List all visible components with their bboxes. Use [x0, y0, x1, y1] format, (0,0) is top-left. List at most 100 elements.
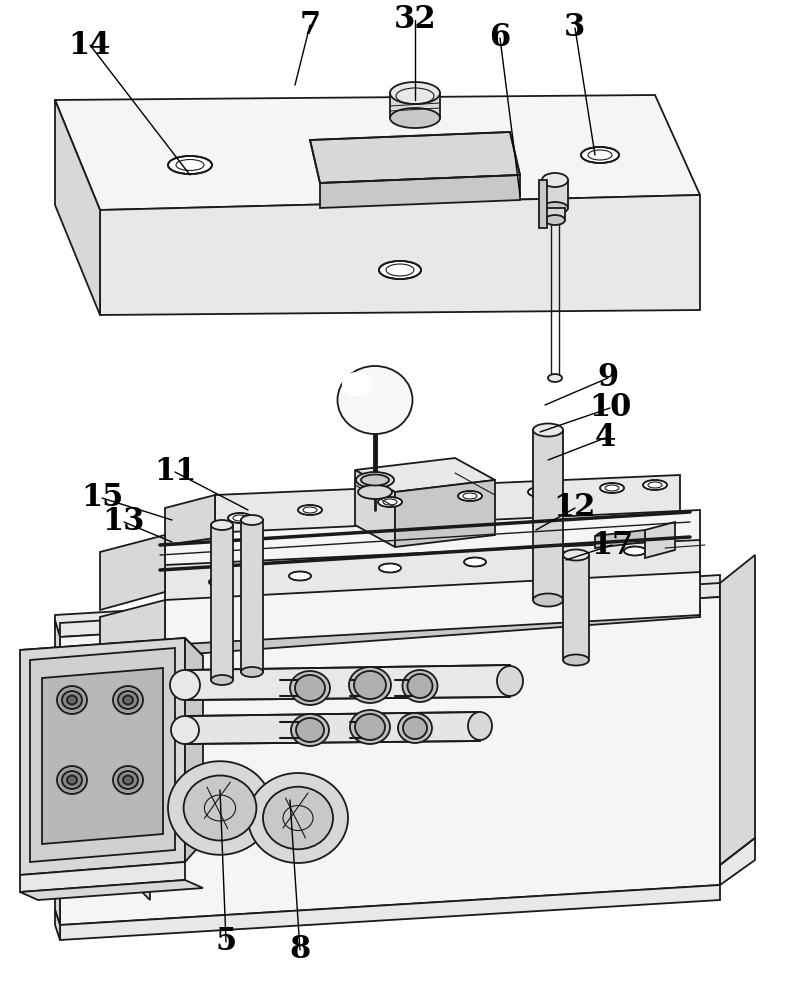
Ellipse shape — [542, 173, 568, 187]
Polygon shape — [542, 180, 568, 208]
Ellipse shape — [390, 82, 440, 104]
Ellipse shape — [62, 691, 82, 709]
Ellipse shape — [123, 696, 133, 704]
Ellipse shape — [57, 766, 87, 794]
Ellipse shape — [263, 787, 333, 849]
Ellipse shape — [291, 714, 329, 746]
Ellipse shape — [355, 714, 385, 740]
Polygon shape — [100, 195, 700, 315]
Polygon shape — [30, 648, 175, 862]
Ellipse shape — [296, 718, 324, 742]
Ellipse shape — [379, 261, 421, 279]
Polygon shape — [20, 638, 185, 875]
Ellipse shape — [581, 147, 619, 163]
Polygon shape — [355, 458, 495, 492]
Polygon shape — [395, 480, 495, 547]
Text: 4: 4 — [594, 422, 615, 454]
Ellipse shape — [337, 366, 412, 434]
Ellipse shape — [624, 546, 646, 556]
Ellipse shape — [398, 713, 432, 743]
Polygon shape — [241, 520, 263, 672]
Ellipse shape — [379, 564, 401, 572]
Ellipse shape — [170, 670, 200, 700]
Text: 10: 10 — [589, 392, 631, 424]
Ellipse shape — [67, 696, 77, 704]
Ellipse shape — [458, 491, 482, 501]
Ellipse shape — [289, 572, 311, 580]
Ellipse shape — [600, 483, 624, 493]
Polygon shape — [20, 862, 185, 892]
Polygon shape — [55, 95, 700, 210]
Ellipse shape — [542, 202, 568, 214]
Text: 3: 3 — [564, 12, 585, 43]
Polygon shape — [60, 885, 720, 940]
Polygon shape — [55, 575, 720, 630]
Ellipse shape — [407, 674, 433, 698]
Ellipse shape — [298, 505, 322, 515]
Polygon shape — [539, 180, 547, 228]
Polygon shape — [165, 572, 700, 645]
Ellipse shape — [361, 475, 389, 486]
Polygon shape — [100, 600, 165, 662]
Polygon shape — [390, 93, 440, 118]
Ellipse shape — [354, 671, 386, 699]
Text: 13: 13 — [102, 506, 145, 538]
Polygon shape — [310, 132, 520, 183]
Polygon shape — [533, 430, 563, 600]
Polygon shape — [60, 583, 720, 637]
Ellipse shape — [118, 691, 138, 709]
Ellipse shape — [57, 686, 87, 714]
Polygon shape — [355, 470, 395, 547]
Ellipse shape — [563, 550, 589, 560]
Ellipse shape — [349, 667, 391, 703]
Text: 11: 11 — [154, 456, 196, 488]
Ellipse shape — [62, 771, 82, 789]
Text: 5: 5 — [215, 926, 236, 958]
Ellipse shape — [497, 666, 523, 696]
Ellipse shape — [209, 578, 231, 586]
Polygon shape — [150, 605, 700, 657]
Text: 32: 32 — [394, 4, 437, 35]
Ellipse shape — [168, 761, 272, 855]
Ellipse shape — [241, 667, 263, 677]
Ellipse shape — [211, 520, 233, 530]
Text: 15: 15 — [81, 483, 123, 514]
Text: 12: 12 — [554, 492, 597, 524]
Ellipse shape — [168, 156, 212, 174]
Ellipse shape — [290, 671, 330, 705]
Polygon shape — [55, 910, 60, 940]
Text: 14: 14 — [69, 29, 111, 60]
Polygon shape — [563, 555, 589, 660]
Polygon shape — [100, 535, 165, 610]
Ellipse shape — [549, 552, 571, 560]
Ellipse shape — [113, 766, 143, 794]
Ellipse shape — [533, 593, 563, 606]
Text: 7: 7 — [299, 9, 321, 40]
Ellipse shape — [241, 515, 263, 525]
Ellipse shape — [545, 215, 565, 225]
Ellipse shape — [248, 773, 348, 863]
Ellipse shape — [184, 776, 256, 840]
Polygon shape — [55, 100, 100, 315]
Ellipse shape — [358, 485, 392, 499]
Ellipse shape — [295, 675, 325, 701]
Ellipse shape — [211, 675, 233, 685]
Polygon shape — [720, 555, 755, 885]
Polygon shape — [55, 620, 60, 925]
Polygon shape — [545, 208, 565, 220]
Polygon shape — [595, 530, 645, 548]
Ellipse shape — [350, 710, 390, 744]
Text: 8: 8 — [289, 934, 310, 966]
Ellipse shape — [528, 487, 552, 497]
Ellipse shape — [342, 372, 372, 396]
Text: 17: 17 — [591, 530, 633, 560]
Ellipse shape — [468, 712, 492, 740]
Polygon shape — [215, 475, 680, 538]
Polygon shape — [185, 665, 510, 700]
Polygon shape — [185, 638, 203, 862]
Polygon shape — [185, 712, 480, 744]
Text: 6: 6 — [489, 22, 511, 53]
Polygon shape — [320, 175, 520, 208]
Polygon shape — [165, 540, 700, 608]
Polygon shape — [165, 510, 700, 592]
